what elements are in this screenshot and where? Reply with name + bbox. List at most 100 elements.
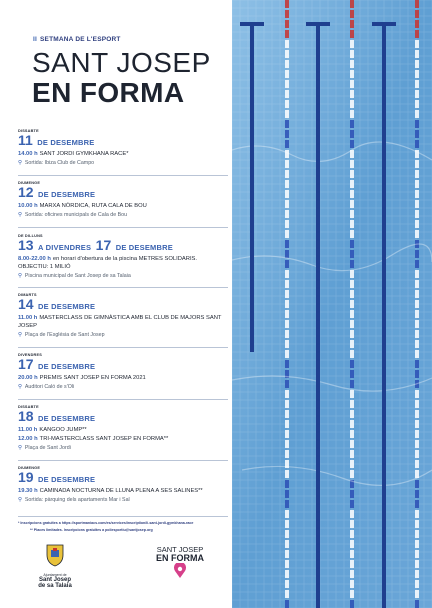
lane-rope-segment (285, 170, 289, 178)
event-time: 11.00 h (18, 315, 38, 321)
location-text: Plaça de l'Església de Sant Josep (24, 332, 105, 338)
lane-rope-segment (285, 520, 289, 528)
event-line: 8.00-22.00 h en horari d'obertura de la p… (18, 255, 228, 271)
lane-rope-segment (415, 140, 419, 148)
lane-rope-segment (285, 400, 289, 408)
lane-rope-segment (350, 220, 354, 228)
lane-rope-segment (350, 120, 354, 128)
lane-rope-segment (415, 350, 419, 358)
brand-line-1: SANT JOSEP (156, 545, 204, 554)
lane-rope-segment (285, 240, 289, 248)
lane-rope-segment (285, 450, 289, 458)
event-title: TRI-MASTERCLASS SANT JOSEP EN FORMA** (39, 436, 169, 442)
event-location: ⚲ Sortida: oficines municipals de Cala de… (18, 211, 228, 219)
date-month: DE DESEMBRE (38, 475, 96, 484)
event-date: 19 DE DESEMBRE (18, 470, 228, 486)
lane-rope-segment (350, 360, 354, 368)
lane-rope-segment (350, 30, 354, 38)
event-line: 14.00 h SANT JORDI GYMKHANA RACE* (18, 150, 228, 158)
lane-rope-segment (350, 50, 354, 58)
lane-rope-segment (285, 20, 289, 28)
lane-rope-segment (350, 320, 354, 328)
event-title: PREMIS SANT JOSEP EN FORMA 2021 (39, 375, 146, 381)
lane-rope-segment (350, 250, 354, 258)
lane-rope-segment (415, 170, 419, 178)
lane-rope-segment (285, 410, 289, 418)
lane-rope-segment (350, 40, 354, 48)
location-pin-icon: ⚲ (18, 497, 22, 503)
lane-rope-segment (415, 10, 419, 18)
lane-rope-segment (350, 450, 354, 458)
lane-rope-segment (350, 60, 354, 68)
location-pin-icon: ⚲ (18, 332, 22, 338)
lane-rope-segment (285, 210, 289, 218)
lane-rope-segment (350, 100, 354, 108)
event-date: 13 A DIVENDRES 17 DE DESEMBRE (18, 238, 228, 254)
lane-rope-segment (285, 330, 289, 338)
lane-rope-segment (350, 280, 354, 288)
lane-rope-segment (285, 570, 289, 578)
location-text: Auditori Caló de s'Oli (24, 384, 75, 390)
event-title: en horari d'obertura de la piscina METRE… (18, 256, 198, 270)
lane-rope-segment (285, 250, 289, 258)
date-number: 17 (18, 356, 34, 372)
lane-rope-segment (350, 240, 354, 248)
lane-rope-segment (350, 520, 354, 528)
lane-rope-segment (285, 230, 289, 238)
lane-rope-segment (350, 80, 354, 88)
event-day: DIVENDRES (18, 353, 42, 357)
date-number: 11 (18, 132, 33, 148)
event-title: CAMINADA NOCTURNA DE LLUNA PLENA A SES S… (39, 488, 203, 494)
coat-of-arms-icon (46, 544, 64, 567)
lane-rope-segment (415, 590, 419, 598)
lane-rope-segment (285, 310, 289, 318)
lane-rope-segment (285, 90, 289, 98)
lane-rope-segment (285, 530, 289, 538)
lane-rope-segment (285, 550, 289, 558)
date-month: DE DESEMBRE (38, 190, 96, 199)
lane-rope-segment (285, 60, 289, 68)
lane-rope-segment (350, 160, 354, 168)
lane-rope-segment (350, 420, 354, 428)
pool-photo (232, 0, 432, 608)
lane-rope-segment (285, 140, 289, 148)
event-location: ⚲ Piscina municipal de Sant Josep de sa T… (18, 272, 228, 280)
lane-rope-segment (285, 150, 289, 158)
date-month: DE DESEMBRE (38, 414, 96, 423)
event-line: 12.00 h TRI-MASTERCLASS SANT JOSEP EN FOR… (18, 435, 228, 443)
lane-rope-segment (350, 200, 354, 208)
lane-rope-segment (285, 360, 289, 368)
event-time: 20.00 h (18, 375, 38, 381)
brand-line-2: EN FORMA (156, 553, 204, 563)
lane-rope-segment (285, 340, 289, 348)
title-line-1: SANT JOSEP (32, 47, 211, 78)
lane-rope-segment (415, 430, 419, 438)
lane-rope-segment (285, 10, 289, 18)
lane-rope-segment (350, 350, 354, 358)
lane-rope-segment (285, 80, 289, 88)
lane-rope-segment (350, 550, 354, 558)
divider (18, 399, 228, 400)
lane-rope-segment (415, 190, 419, 198)
lane-rope-segment (415, 600, 419, 608)
lane-rope-segment (285, 0, 289, 8)
lane-rope-segment (285, 110, 289, 118)
location-pin-icon: ⚲ (18, 160, 22, 166)
lane-rope-segment (350, 210, 354, 218)
date-number: 12 (18, 184, 34, 200)
lane-rope-segment (285, 30, 289, 38)
event-title: SANT JORDI GYMKHANA RACE* (39, 151, 129, 157)
lane-rope-segment (285, 480, 289, 488)
event-location: ⚲ Sortida: pàrquing dels apartaments Mar … (18, 496, 228, 504)
lane-rope-segment (350, 170, 354, 178)
lane-rope-segment (415, 520, 419, 528)
lane-rope-segment (350, 490, 354, 498)
brand-logo: SANT JOSEP EN FORMA (142, 546, 218, 584)
lane-rope-segment (350, 440, 354, 448)
event-line: 19.30 h CAMINADA NOCTURNA DE LLUNA PLENA … (18, 487, 228, 495)
note-1: * Inscripcions gratuïtes a https://sport… (18, 521, 194, 525)
lane-rope-segment (415, 370, 419, 378)
lane-rope-segment (415, 500, 419, 508)
lane-rope-segment (415, 290, 419, 298)
lane-rope-segment (415, 200, 419, 208)
